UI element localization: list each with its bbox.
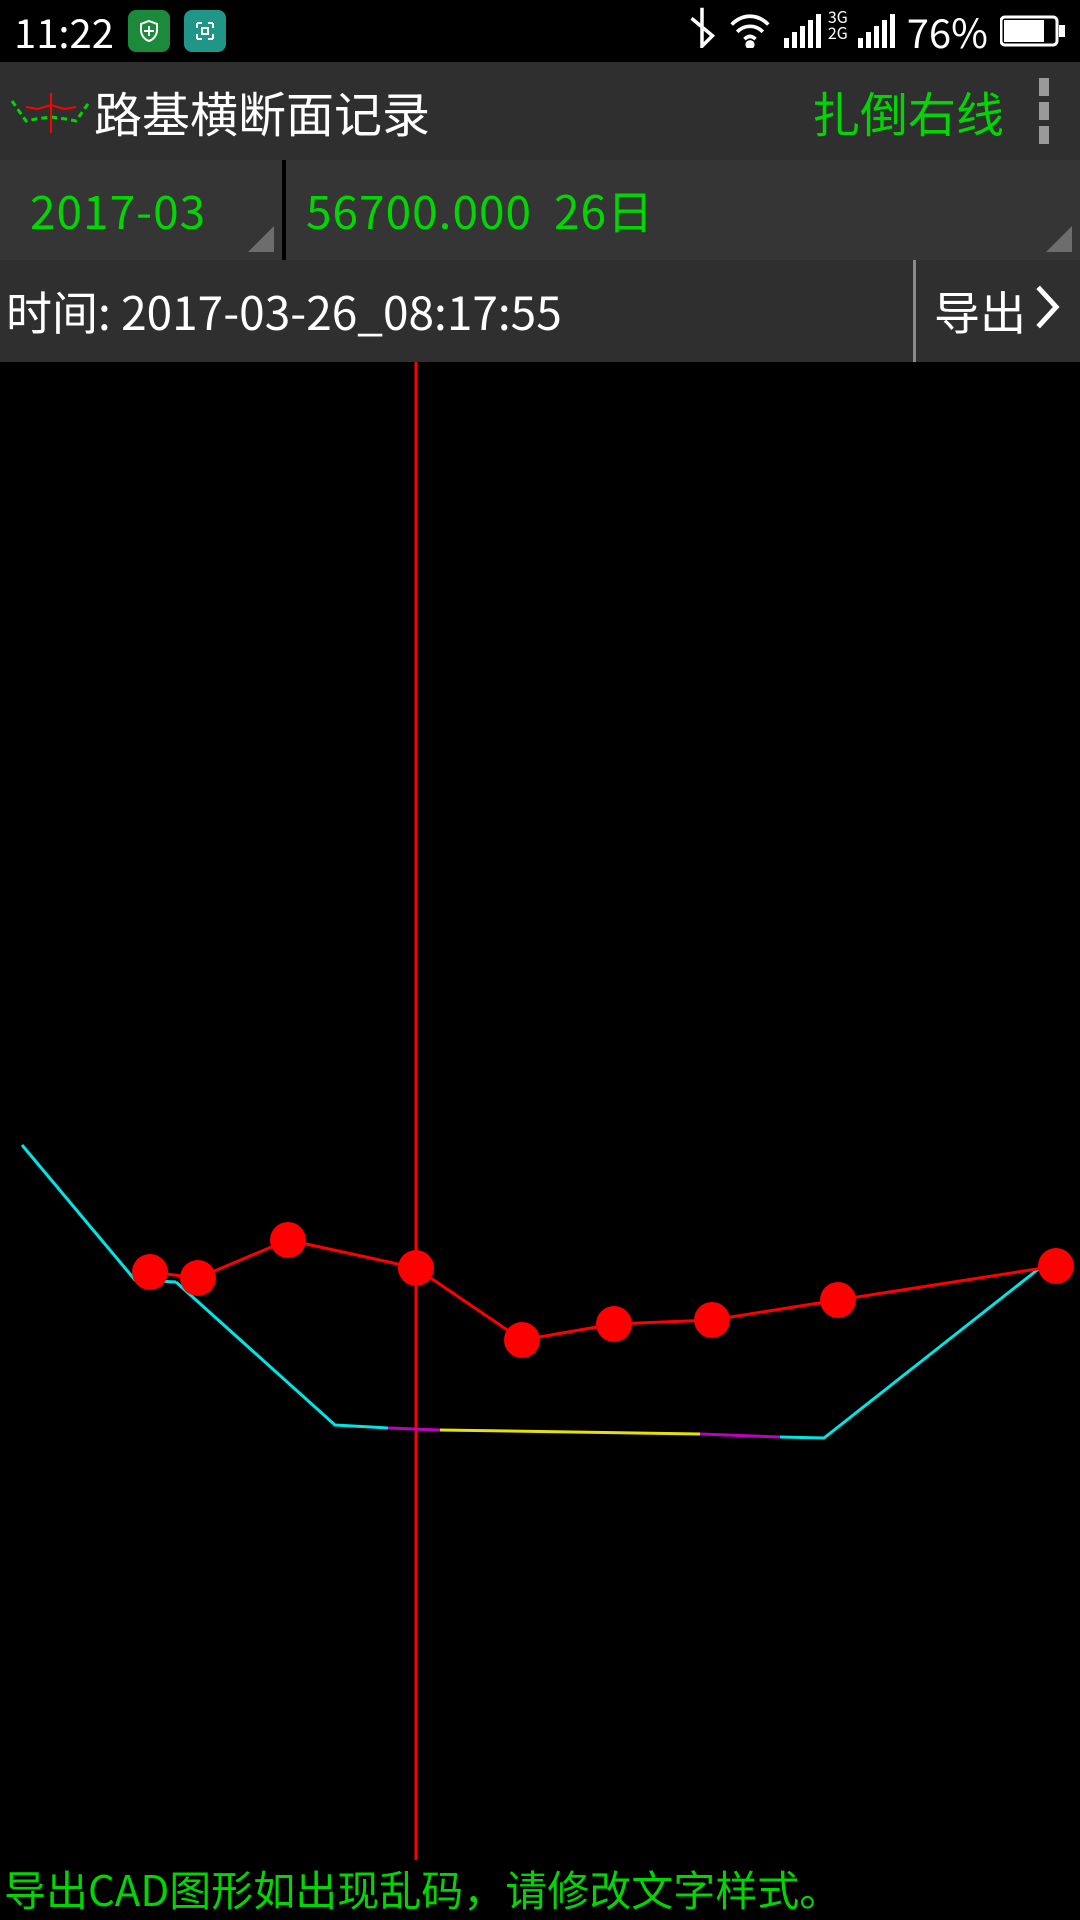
month-spinner[interactable]: 2017-03 <box>0 160 286 260</box>
battery-icon <box>1000 2 1066 60</box>
overflow-menu-button[interactable] <box>1018 78 1070 144</box>
route-name-button[interactable]: 扎倒右线 <box>812 76 1018 146</box>
bluetooth-icon <box>688 2 716 60</box>
chevron-right-icon <box>1034 278 1062 344</box>
selector-row: 2017-03 56700.000 26日 <box>0 160 1080 260</box>
footer-hint: 导出CAD图形如出现乱码，请修改文字样式。 <box>0 1860 1080 1916</box>
android-status-bar: 11:22 3G2G 76% <box>0 0 1080 62</box>
spinner-caret-icon <box>1046 226 1072 252</box>
export-button[interactable]: 导出 <box>913 260 1080 362</box>
export-label: 导出 <box>934 278 1026 344</box>
record-spinner[interactable]: 56700.000 26日 <box>286 160 1080 260</box>
signal-icon <box>858 14 895 48</box>
timestamp-label: 时间: 2017-03-26_08:17:55 <box>0 278 562 344</box>
station-value: 56700.000 <box>306 177 532 243</box>
day-value: 26日 <box>554 177 654 243</box>
footer-text: 导出CAD图形如出现乱码，请修改文字样式。 <box>4 1858 841 1919</box>
info-row: 时间: 2017-03-26_08:17:55 导出 <box>0 260 1080 362</box>
scan-icon <box>184 10 226 52</box>
page-title: 路基横断面记录 <box>94 76 430 146</box>
battery-percent: 76% <box>907 2 988 60</box>
spinner-caret-icon <box>248 226 274 252</box>
cross-section-chart[interactable] <box>0 362 1080 1860</box>
shield-icon <box>128 10 170 52</box>
app-title-bar: 路基横断面记录 扎倒右线 <box>0 62 1080 160</box>
signal-3g2g-icon: 3G2G <box>784 14 846 48</box>
month-value: 2017-03 <box>30 177 206 243</box>
statusbar-time: 11:22 <box>14 2 114 60</box>
wifi-icon <box>728 2 772 60</box>
app-logo-icon <box>8 81 94 141</box>
